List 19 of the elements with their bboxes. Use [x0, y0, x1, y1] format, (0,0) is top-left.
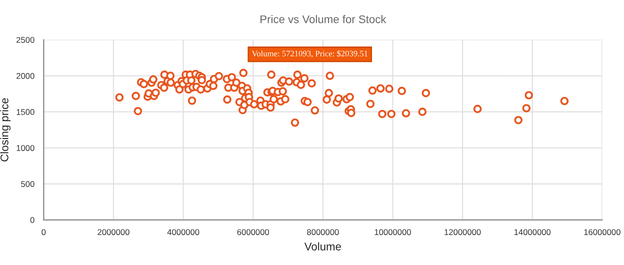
x-tick-label: 4000000	[167, 229, 200, 236]
x-tick-label: 12000000	[444, 229, 481, 236]
x-tick-label: 2000000	[98, 229, 130, 236]
y-tick-label: 2500	[16, 36, 34, 43]
y-axis-title: Closing price	[0, 98, 11, 162]
x-tick-label: 8000000	[307, 229, 339, 236]
x-tick-label: 6000000	[237, 229, 270, 236]
annotation: Volume: 5721093, Price: $2039.51	[252, 50, 368, 58]
y-tick-label: 2000	[16, 72, 34, 79]
y-tick-label: 0	[30, 217, 34, 224]
x-tick-label: 14000000	[514, 229, 551, 236]
chart-title: Price vs Volume for Stock	[260, 15, 386, 24]
x-tick-label: 16000000	[584, 229, 620, 236]
x-tick-label: 0	[42, 229, 46, 236]
x-tick-label: 10000000	[374, 229, 411, 236]
x-axis-title: Volume	[304, 242, 341, 250]
y-tick-label: 500	[21, 181, 34, 188]
y-tick-label: 1500	[16, 109, 34, 115]
y-tick-label: 1000	[16, 145, 34, 151]
